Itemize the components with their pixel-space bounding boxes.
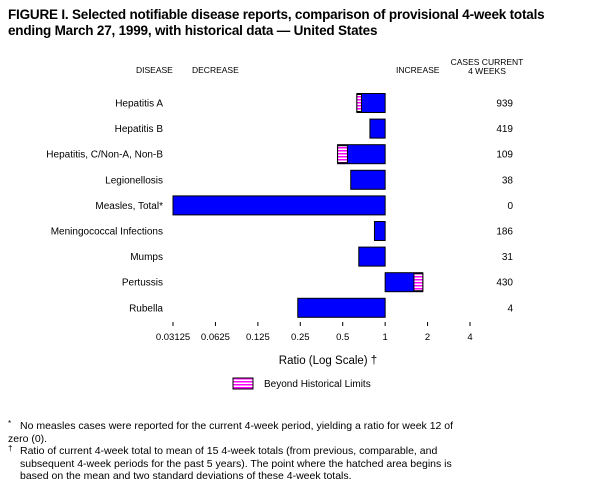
x-tick-label-3: 0.25 xyxy=(291,332,310,343)
header-cases: CASES CURRENT 4 WEEKS xyxy=(448,58,526,76)
header-decrease: DECREASE xyxy=(192,65,239,75)
category-label-5: Meningococcal Infections xyxy=(51,227,163,238)
ratio-bar-chart: Hepatitis A Hepatitis B Hepatitis, C/Non-A… xyxy=(46,93,513,390)
case-count-8: 4 xyxy=(507,303,513,314)
case-counts-group: 939 419 109 38 0 186 31 430 4 xyxy=(496,99,513,315)
footnote-star-mark: * xyxy=(8,419,12,428)
category-label-2: Hepatitis, C/Non-A, Non-B xyxy=(46,150,163,161)
footnote-dagger-line-3: based on the mean and two standard devia… xyxy=(20,470,352,482)
category-labels-group: Hepatitis A Hepatitis B Hepatitis, C/Non-A… xyxy=(46,99,163,315)
x-tick-label-4: 0.5 xyxy=(336,332,349,343)
header-increase: INCREASE xyxy=(396,65,440,75)
header-disease: DISEASE xyxy=(136,65,173,75)
case-count-3: 38 xyxy=(502,175,514,186)
legend-hatch-swatch xyxy=(232,377,254,390)
x-tick-label-2: 0.125 xyxy=(246,332,270,343)
category-label-1: Hepatitis B xyxy=(115,124,164,135)
bar-3 xyxy=(350,169,386,190)
bar-4 xyxy=(172,195,386,216)
hatch-7 xyxy=(413,273,424,292)
footnote-dagger-line-2: subsequent 4-week periods for the past 5… xyxy=(20,457,452,470)
case-count-0: 939 xyxy=(496,99,513,110)
footnote-dagger-mark: † xyxy=(8,444,13,453)
x-tick-label-6: 2 xyxy=(425,332,430,343)
footnote-measles: * No measles cases were reported for the… xyxy=(8,419,603,445)
category-label-7: Pertussis xyxy=(122,278,163,289)
category-label-0: Hepatitis A xyxy=(115,99,163,110)
bar-6 xyxy=(358,246,386,267)
x-tick-label-1: 0.0625 xyxy=(201,332,230,343)
case-count-1: 419 xyxy=(496,124,513,135)
header-cases-line-1: CASES CURRENT xyxy=(450,57,524,67)
footnote-star-line-2: zero (0). xyxy=(8,432,48,445)
x-tick-label-0: 0.03125 xyxy=(156,332,190,343)
category-label-3: Legionellosis xyxy=(105,175,163,186)
category-label-4: Measles, Total* xyxy=(95,201,163,212)
figure-title: FIGURE I. Selected notifiable disease re… xyxy=(8,7,598,39)
figure-title-line-2: ending March 27, 1999, with historical d… xyxy=(8,23,378,38)
case-count-2: 109 xyxy=(496,150,513,161)
bar-1 xyxy=(369,118,386,139)
x-tick-label-5: 1 xyxy=(382,332,387,343)
footnote-dagger-line-1: Ratio of current 4-week total to mean of… xyxy=(20,445,438,457)
hatch-0 xyxy=(356,94,363,112)
hatch-2 xyxy=(337,145,348,164)
bars-group xyxy=(172,93,424,318)
case-count-4: 0 xyxy=(507,201,513,212)
bar-8 xyxy=(297,297,386,318)
category-label-8: Rubella xyxy=(129,303,163,314)
x-tick-label-7: 4 xyxy=(467,332,472,343)
category-label-6: Mumps xyxy=(130,252,163,263)
footnote-ratio: † Ratio of current 4-week total to mean … xyxy=(8,444,603,483)
case-count-7: 430 xyxy=(496,278,513,289)
legend-label: Beyond Historical Limits xyxy=(264,379,371,390)
x-axis-group: 0.03125 0.0625 0.125 0.25 0.5 1 2 4 xyxy=(156,322,473,343)
footnote-star-line-1: No measles cases were reported for the c… xyxy=(20,420,454,432)
header-cases-line-2: 4 WEEKS xyxy=(468,66,506,76)
x-axis-label: Ratio (Log Scale) † xyxy=(279,355,377,367)
case-count-5: 186 xyxy=(496,227,513,238)
case-count-6: 31 xyxy=(502,252,514,263)
bar-5 xyxy=(373,221,386,241)
figure-title-line-1: FIGURE I. Selected notifiable disease re… xyxy=(8,7,545,22)
